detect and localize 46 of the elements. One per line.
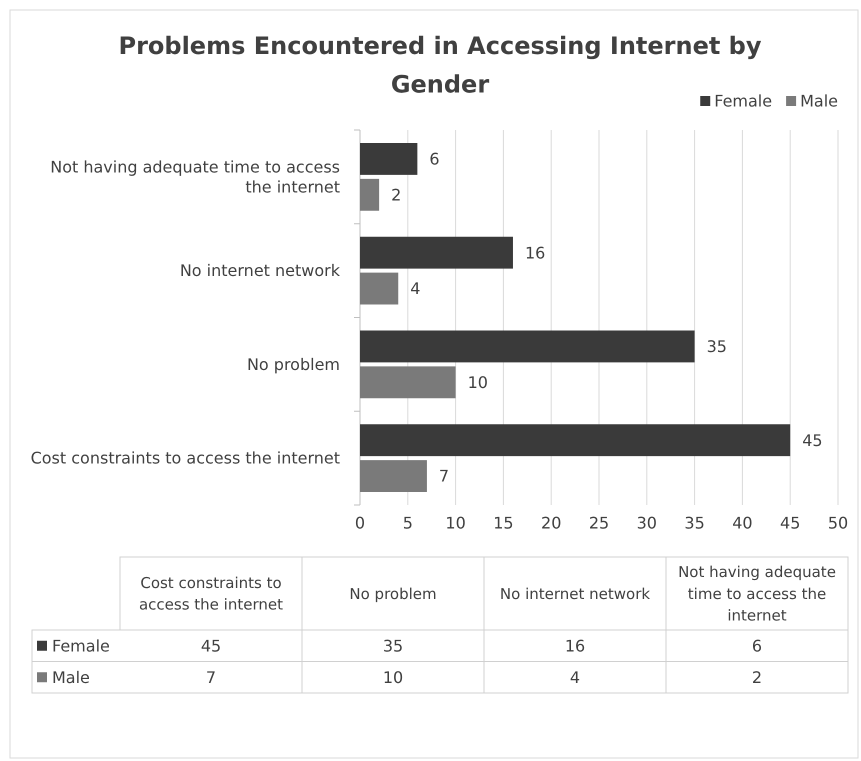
- y-tick-label: No problem: [246, 354, 340, 374]
- x-tick-label: 35: [684, 513, 705, 532]
- bar: [360, 424, 790, 456]
- bar: [360, 366, 456, 398]
- x-tick-label: 15: [493, 513, 514, 532]
- data-label: 45: [200, 636, 222, 656]
- bar: [360, 460, 427, 492]
- bar: [360, 330, 695, 362]
- data-label: 4: [570, 668, 580, 687]
- y-tick-label: No internet network: [180, 261, 341, 280]
- x-tick-label: 30: [636, 513, 657, 532]
- data-label: 35: [382, 636, 404, 656]
- data-label: 2: [752, 668, 762, 687]
- y-tick-label: Female: [52, 636, 110, 656]
- x-tick-label: 50: [828, 513, 848, 532]
- data-label: 7: [206, 668, 216, 687]
- x-tick-label: 10: [445, 513, 466, 532]
- data-label: 16: [564, 636, 586, 656]
- data-label: 10: [382, 668, 404, 687]
- x-tick-label: 45: [780, 513, 800, 532]
- data-label: 6: [429, 150, 440, 169]
- x-tick-label: No internet network: [500, 584, 650, 603]
- data-label: 45: [802, 430, 823, 450]
- x-tick-label: 40: [732, 513, 753, 532]
- x-tick-label: Cost constraints to access the internet: [138, 574, 284, 614]
- bar: [360, 143, 418, 175]
- data-label: 6: [752, 636, 762, 656]
- x-tick-label: Not having adequate time to access the internet: [678, 563, 836, 624]
- y-tick-label: Male: [52, 668, 90, 687]
- bar: [360, 236, 513, 269]
- y-tick-label: Cost constraints to access the internet: [30, 448, 340, 468]
- legend-label: Male: [800, 92, 838, 111]
- data-label: 16: [524, 243, 546, 262]
- x-tick-label: 5: [402, 513, 413, 532]
- x-tick-label: 20: [541, 513, 562, 532]
- x-tick-label: 0: [354, 513, 366, 532]
- bar: [360, 178, 380, 211]
- data-label: 35: [706, 337, 727, 356]
- x-tick-label: No problem: [349, 584, 437, 603]
- data-label: 10: [468, 372, 488, 392]
- y-tick-label: Not having adequate time to access the internet: [50, 157, 340, 196]
- bar: [360, 272, 398, 304]
- data-label: 7: [438, 466, 450, 486]
- data-label: 4: [410, 279, 420, 298]
- data-label: 2: [391, 185, 402, 204]
- x-tick-label: 25: [588, 513, 610, 532]
